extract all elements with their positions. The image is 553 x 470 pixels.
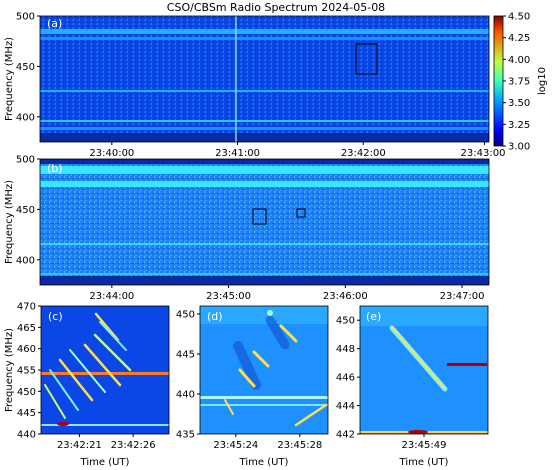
y-tick-label: 470 — [17, 302, 36, 313]
y-tick-label: 444 — [336, 401, 355, 412]
panel-a-heatmap — [40, 16, 489, 142]
y-tick-label: 465 — [17, 323, 36, 334]
panel-a-box — [355, 43, 378, 75]
y-tick-label: 440 — [17, 430, 36, 441]
panel-b-xticks: 23:44:00 23:45:00 23:46:00 23:47:00 — [89, 285, 485, 302]
colorbar-tick-label: 4.25 — [508, 33, 530, 44]
y-tick-label: 460 — [17, 344, 36, 355]
colorbar-frame — [493, 15, 504, 147]
y-tick-label: 440 — [176, 390, 195, 401]
panel-e-letter: (e) — [366, 310, 381, 323]
panel-e-xticks: 23:45:49 — [402, 434, 447, 451]
panel-a-yticks: 500 450 400 — [16, 12, 40, 123]
colorbar-tick-label: 4.00 — [508, 55, 530, 66]
panel-frame — [199, 305, 329, 435]
panel-c-xticks: 23:42:21 23:42:26 — [57, 434, 156, 451]
y-tick-label: 450 — [336, 316, 355, 327]
panel-c-features — [41, 312, 169, 426]
y-tick-label: 435 — [176, 430, 195, 441]
y-tick-label: 450 — [16, 62, 35, 73]
panel-c-yticks: 470 465 460 455 450 445 440 — [17, 302, 41, 441]
y-tick-label: 442 — [336, 430, 355, 441]
panel-d-xticks: 23:45:24 23:45:28 — [213, 434, 322, 451]
panel-a-ylabel: Frequency (MHz) — [4, 37, 15, 121]
panel-a-xticks: 23:40:00 23:41:00 23:42:00 23:43:00 — [89, 142, 505, 159]
colorbar-tick-label: 3.25 — [508, 120, 530, 131]
panel-e-heatmap — [360, 306, 488, 434]
x-tick-label: 23:47:00 — [440, 291, 485, 302]
panel-e-yticks: 450 448 446 444 442 — [336, 316, 360, 441]
x-tick-label: 23:40:00 — [89, 148, 134, 159]
panel-frame — [39, 15, 490, 143]
colorbar-ticks: 4.50 4.25 4.00 3.75 3.50 3.25 3.00 — [503, 12, 530, 153]
y-tick-label: 448 — [336, 344, 355, 355]
y-tick-label: 450 — [176, 310, 195, 321]
colorbar-tick-label: 3.00 — [508, 142, 530, 153]
x-tick-label: 23:45:28 — [277, 440, 322, 451]
y-tick-label: 500 — [16, 12, 35, 23]
panel-c-ylabel: Frequency (MHz) — [4, 328, 15, 412]
panel-d-heatmap — [200, 306, 328, 434]
y-tick-label: 446 — [336, 373, 355, 384]
panel-c-xlabel: Time (UT) — [80, 457, 130, 468]
y-tick-label: 455 — [17, 366, 36, 377]
panel-b-yticks: 500 450 400 — [16, 155, 40, 266]
panel-d: (d) 450 445 440 435 23:45:24 23:45:28 Time (… — [176, 306, 328, 468]
y-tick-label: 445 — [176, 350, 195, 361]
x-tick-label: 23:42:26 — [111, 440, 156, 451]
panel-frame — [359, 305, 489, 435]
x-tick-label: 23:44:00 — [89, 291, 134, 302]
x-tick-label: 23:45:49 — [402, 440, 447, 451]
panel-e-xlabel: Time (UT) — [399, 457, 449, 468]
panel-d-yticks: 450 445 440 435 — [176, 310, 200, 441]
panel-e-features — [360, 306, 488, 434]
panel-b-box-1 — [252, 208, 267, 225]
x-tick-label: 23:41:00 — [215, 148, 260, 159]
panel-d-xlabel: Time (UT) — [239, 457, 289, 468]
panel-a-bands — [40, 16, 489, 142]
y-tick-label: 400 — [16, 112, 35, 123]
panel-d-features — [200, 306, 328, 427]
x-tick-label: 23:46:00 — [323, 291, 368, 302]
y-tick-label: 450 — [17, 387, 36, 398]
x-tick-label: 23:45:00 — [206, 291, 251, 302]
panel-c-letter: (c) — [48, 310, 63, 323]
colorbar-gradient — [494, 16, 503, 146]
y-tick-label: 500 — [16, 155, 35, 166]
panel-b-box-2 — [296, 208, 306, 218]
colorbar-tick-label: 3.75 — [508, 77, 530, 88]
panel-b-bands — [40, 159, 489, 285]
x-tick-label: 23:42:21 — [57, 440, 102, 451]
colorbar-tick-label: 4.50 — [508, 12, 530, 23]
x-tick-label: 23:45:24 — [213, 440, 258, 451]
x-tick-label: 23:43:00 — [461, 148, 506, 159]
y-tick-label: 400 — [16, 255, 35, 266]
y-tick-label: 445 — [17, 408, 36, 419]
x-tick-label: 23:42:00 — [341, 148, 386, 159]
colorbar-tick-label: 3.50 — [508, 98, 530, 109]
panel-a-letter: (a) — [47, 17, 62, 30]
panel-b-heatmap — [40, 159, 489, 285]
panel-e: (e) 450 448 446 444 442 23:45:49 Time (UT) — [336, 306, 488, 468]
panel-b-letter: (b) — [47, 162, 63, 175]
panel-b-ylabel: Frequency (MHz) — [4, 180, 15, 264]
colorbar-label: log10 — [537, 67, 548, 95]
colorbar: 4.50 4.25 4.00 3.75 3.50 3.25 3.00 log10 — [494, 12, 548, 153]
y-tick-label: 450 — [16, 205, 35, 216]
panel-frame — [39, 158, 490, 286]
figure-title: CSO/CBSm Radio Spectrum 2024-05-08 — [167, 1, 385, 14]
panel-frame — [40, 305, 170, 435]
panel-d-letter: (d) — [207, 310, 223, 323]
